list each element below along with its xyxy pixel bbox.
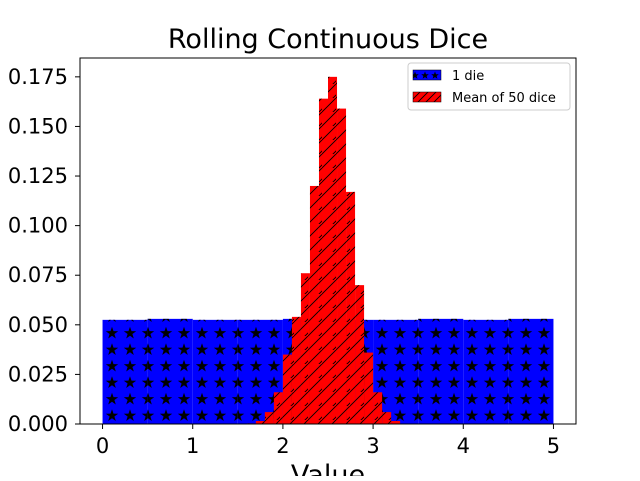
legend-label-1-die: 1 die: [452, 69, 484, 84]
bar-hatch-series-1-bin-12: [355, 285, 365, 424]
axes-frame: [79, 57, 577, 425]
x-tick-label: 2: [276, 434, 289, 458]
bar-hatch-series-1-bin-6: [300, 273, 310, 424]
x-tick-label: 0: [96, 434, 109, 458]
bar-hatch-series-1-bin-4: [282, 354, 292, 424]
y-tick-label: 0.175: [8, 65, 68, 89]
bar-hatch-series-1-bin-7: [309, 185, 319, 424]
x-axis-label: Value: [291, 460, 365, 476]
bar-hatch-series-0-bin-7: [418, 318, 464, 424]
x-tick-label: 1: [186, 434, 199, 458]
y-tick-label: 0.025: [8, 362, 68, 386]
legend-swatch-1-die-hatch: [413, 70, 441, 80]
y-tick-label: 0.125: [8, 164, 68, 188]
bar-hatch-series-0-bin-0: [102, 319, 148, 424]
legend-label-mean: Mean of 50 dice: [452, 91, 556, 106]
bar-hatch-series-1-bin-10: [337, 108, 347, 425]
y-axis: 0.000 0.025 0.050 0.075 0.100 0.125 0.150 0.175: [8, 65, 80, 436]
y-tick-label: 0.075: [8, 263, 68, 287]
bar-hatch-series-1-bin-2: [264, 412, 274, 424]
legend-swatch-mean-hatch: [413, 92, 441, 102]
bar-hatch-series-1-bin-1: [255, 421, 265, 424]
y-tick-label: 0.050: [8, 313, 68, 337]
bar-hatch-series-1-bin-9: [328, 76, 338, 425]
x-tick-label: 5: [547, 434, 560, 458]
legend-box: [407, 62, 571, 111]
series-1: [246, 76, 401, 425]
bar-hatch-series-1-bin-16: [391, 421, 401, 424]
y-tick-label: 0.150: [8, 114, 68, 138]
bar-hatch-series-0-bin-2: [192, 319, 238, 424]
bar-hatch-series-1-bin-11: [346, 191, 356, 424]
bar-hatch-series-1-bin-14: [373, 392, 383, 424]
plot-area: [102, 76, 554, 425]
bar-hatch-series-1-bin-15: [382, 412, 392, 424]
bar-hatch-series-0-bin-8: [463, 319, 509, 424]
y-tick-label: 0.100: [8, 214, 68, 238]
bar-hatch-series-0-bin-9: [508, 318, 554, 424]
bar-hatch-series-1-bin-13: [364, 352, 374, 424]
bar-hatch-series-1-bin-5: [291, 316, 301, 424]
x-tick-label: 3: [366, 434, 379, 458]
x-axis: 0 1 2 3 4 5: [96, 424, 560, 458]
bar-hatch-series-1-bin-8: [318, 98, 328, 425]
x-tick-label: 4: [457, 434, 470, 458]
bar-hatch-series-0-bin-1: [147, 318, 193, 424]
y-tick-label: 0.000: [8, 412, 68, 436]
chart-title: Rolling Continuous Dice: [168, 24, 488, 55]
bar-hatch-series-1-bin-3: [273, 392, 283, 424]
legend: 1 die Mean of 50 dice: [407, 62, 571, 111]
